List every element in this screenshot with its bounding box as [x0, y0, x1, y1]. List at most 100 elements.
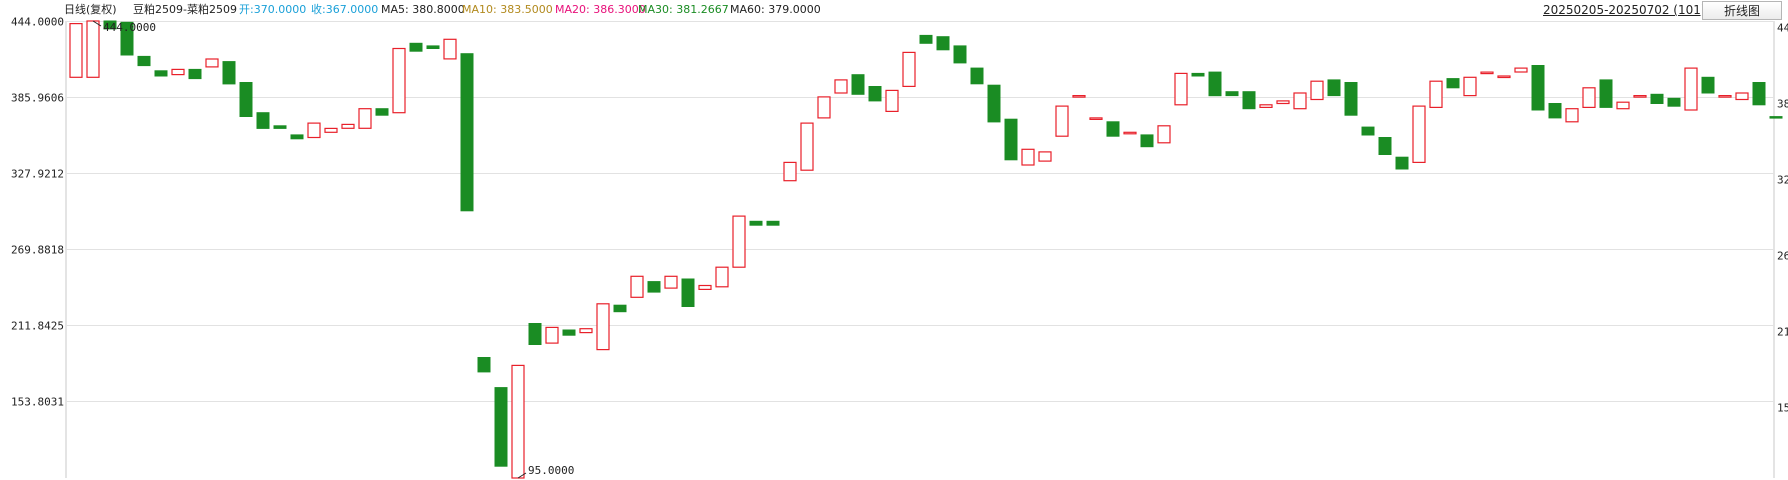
candle-down — [1701, 76, 1715, 94]
candle-down — [154, 70, 168, 77]
candle-down — [1446, 78, 1460, 89]
period-label: 日线(复权) — [64, 3, 117, 16]
min-marker-line — [517, 472, 527, 479]
candle-up — [715, 266, 729, 288]
candle-down — [460, 53, 474, 212]
candle-up — [1429, 80, 1443, 108]
candle-up — [1021, 148, 1035, 166]
candle-up — [1276, 100, 1290, 105]
extreme-labels: 444.0000 95.0000 — [92, 20, 574, 479]
y-tick-right-label: 211.8425 — [1777, 326, 1788, 339]
candles — [69, 20, 1783, 479]
candle-down — [749, 220, 763, 226]
candle-up — [1497, 75, 1511, 79]
candle-up — [1123, 131, 1137, 135]
candle-down — [1242, 91, 1256, 110]
candle-up — [885, 89, 899, 113]
candle-up — [834, 79, 848, 94]
candle-down — [494, 387, 508, 467]
open-price-label: 开:370.0000 — [239, 3, 307, 16]
candle-down — [1395, 156, 1409, 170]
candle-down — [375, 108, 389, 116]
candle-down — [1208, 71, 1222, 97]
candle-down — [1599, 79, 1613, 108]
candle-up — [443, 38, 457, 60]
candle-up — [698, 284, 712, 291]
candle-down — [681, 278, 695, 307]
candle-down — [290, 134, 304, 140]
candle-down — [919, 34, 933, 44]
candle-down — [647, 281, 661, 293]
candle-down — [528, 323, 542, 345]
candle-down — [851, 74, 865, 95]
candle-up — [205, 58, 219, 68]
candle-down — [1650, 93, 1664, 105]
candle-up — [1480, 71, 1494, 75]
y-tick-label: 269.8818 — [11, 244, 64, 257]
candle-up — [307, 122, 321, 139]
candle-down — [239, 82, 253, 117]
candle-up — [86, 20, 100, 78]
candle-up — [1072, 94, 1086, 98]
candle-up — [1157, 125, 1171, 144]
candle-up — [783, 161, 797, 182]
ma10-label: MA10: 383.5000 — [462, 3, 553, 16]
candle-up — [392, 47, 406, 114]
candle-down — [936, 36, 950, 51]
candle-up — [1259, 104, 1273, 109]
date-range-link[interactable]: 20250205-20250702 (101) — [1543, 3, 1706, 17]
candle-down — [222, 61, 236, 85]
candle-down — [273, 125, 287, 129]
y-tick-label: 385.9606 — [11, 92, 64, 105]
grid-lines — [65, 21, 1775, 478]
candle-up — [1310, 80, 1324, 101]
candle-down — [426, 45, 440, 50]
line-chart-toggle-button[interactable]: 折线图 — [1702, 1, 1782, 20]
candle-up — [800, 122, 814, 171]
candle-down — [1361, 126, 1375, 136]
ma60-label: MA60: 379.0000 — [730, 3, 821, 16]
candle-up — [1412, 105, 1426, 163]
candle-down — [1531, 65, 1545, 111]
candle-up — [1582, 87, 1596, 109]
candle-up — [817, 96, 831, 119]
candle-down — [409, 42, 423, 52]
ma20-label: MA20: 386.3000 — [555, 3, 646, 16]
candle-down — [1548, 103, 1562, 119]
candle-down — [103, 20, 117, 30]
candle-up — [902, 51, 916, 88]
candle-up — [69, 23, 83, 78]
candle-down — [953, 45, 967, 64]
ma5-label: MA5: 380.8000 — [381, 3, 465, 16]
candle-down — [1378, 137, 1392, 155]
candle-up — [732, 215, 746, 268]
candle-down — [1225, 91, 1239, 97]
max-price-label: 444.0000 — [103, 21, 156, 34]
close-price-label: 收:367.0000 — [311, 3, 379, 16]
candle-up — [579, 328, 593, 334]
candle-up — [1514, 67, 1528, 73]
candle-down — [1191, 72, 1205, 77]
candle-up — [545, 326, 559, 344]
candle-down — [1140, 134, 1154, 148]
y-tick-label: 444.0000 — [11, 16, 64, 29]
candle-down — [1667, 97, 1681, 107]
min-price-label: 95.0000 — [528, 464, 574, 477]
candle-down — [987, 84, 1001, 123]
candle-up — [664, 275, 678, 289]
candle-down — [562, 329, 576, 336]
candle-down — [970, 67, 984, 85]
ma30-label: MA30: 381.2667 — [638, 3, 729, 16]
candle-up — [1038, 151, 1052, 162]
y-tick-right-label: 385.9606 — [1777, 98, 1788, 111]
candle-down — [137, 55, 151, 67]
candle-down — [766, 220, 780, 226]
candle-down — [120, 21, 134, 56]
candle-up — [1735, 92, 1749, 101]
candle-up — [171, 68, 185, 76]
candle-up — [1718, 94, 1732, 98]
y-tick-right-label: 153.8031 — [1777, 402, 1788, 415]
candle-up — [358, 108, 372, 129]
candle-up — [596, 303, 610, 351]
